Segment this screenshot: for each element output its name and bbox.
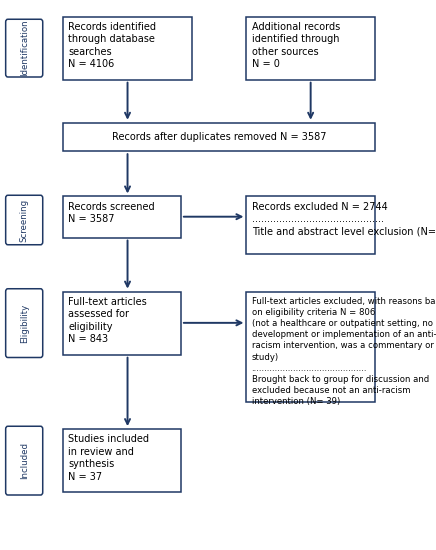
FancyBboxPatch shape <box>246 16 375 80</box>
Text: Full-text articles excluded, with reasons based
on eligibility criteria N = 806
: Full-text articles excluded, with reason… <box>252 297 436 406</box>
Text: Records after duplicates removed N = 3587: Records after duplicates removed N = 358… <box>112 132 326 142</box>
FancyBboxPatch shape <box>63 123 375 151</box>
Text: Screening: Screening <box>20 199 29 241</box>
FancyBboxPatch shape <box>63 292 181 355</box>
FancyBboxPatch shape <box>63 16 192 80</box>
Text: Records screened
N = 3587: Records screened N = 3587 <box>68 202 155 224</box>
FancyBboxPatch shape <box>246 196 375 254</box>
FancyBboxPatch shape <box>63 196 181 238</box>
FancyBboxPatch shape <box>6 19 43 77</box>
Text: Records excluded N = 2744
............................................
Title and: Records excluded N = 2744 ..............… <box>252 202 436 236</box>
Text: Identification: Identification <box>20 20 29 76</box>
Text: Included: Included <box>20 442 29 479</box>
Text: Full-text articles
assessed for
eligibility
N = 843: Full-text articles assessed for eligibil… <box>68 297 147 344</box>
Text: Records identified
through database
searches
N = 4106: Records identified through database sear… <box>68 22 157 69</box>
Text: Studies included
in review and
synthesis
N = 37: Studies included in review and synthesis… <box>68 434 150 482</box>
FancyBboxPatch shape <box>6 426 43 495</box>
FancyBboxPatch shape <box>246 292 375 402</box>
FancyBboxPatch shape <box>6 289 43 358</box>
Text: Additional records
identified through
other sources
N = 0: Additional records identified through ot… <box>252 22 340 69</box>
Text: Eligibility: Eligibility <box>20 304 29 343</box>
FancyBboxPatch shape <box>63 429 181 492</box>
FancyBboxPatch shape <box>6 195 43 245</box>
